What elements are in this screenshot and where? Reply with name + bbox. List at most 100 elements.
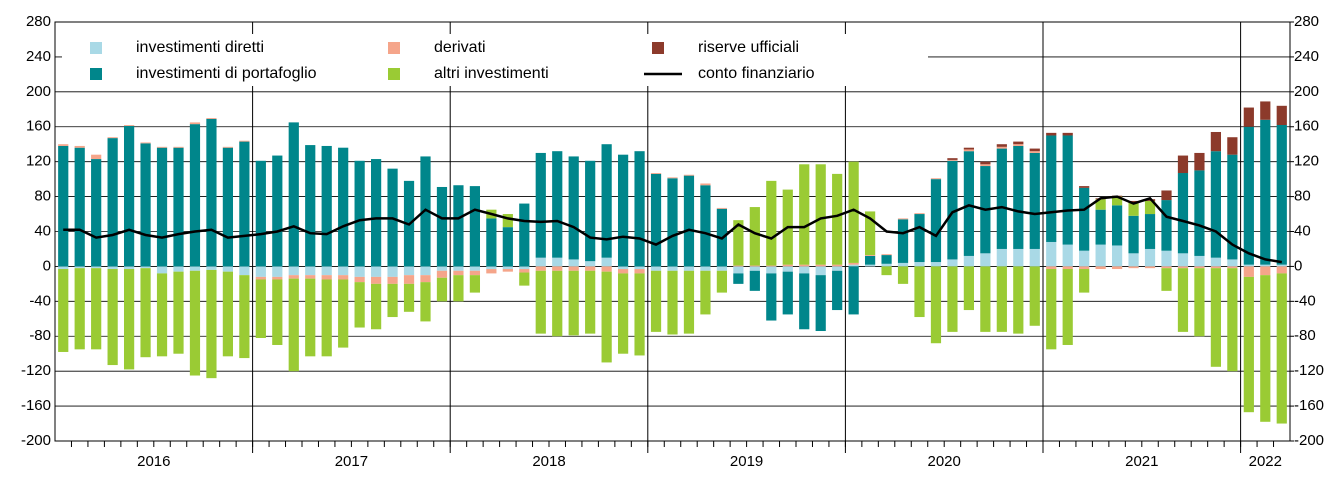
bar-segment (107, 269, 118, 366)
bar-segment (453, 185, 464, 267)
bar-segment (1111, 205, 1123, 246)
bar-segment (1210, 151, 1222, 258)
bar-segment (403, 266, 415, 276)
bar-segment (815, 164, 826, 265)
bar-segment (1260, 266, 1271, 276)
bar-segment (91, 154, 102, 160)
bar-segment (1177, 253, 1189, 267)
y-tick-label: 40 (34, 222, 51, 239)
bar-segment (815, 264, 826, 267)
bar-segment (156, 266, 168, 274)
bar-segment (123, 269, 135, 370)
bar-segment (996, 148, 1007, 249)
bar-segment (864, 211, 876, 256)
y-tick-label: 120 (26, 153, 51, 170)
bar-segment (733, 265, 744, 267)
y2-tick-label: 240 (1294, 48, 1319, 65)
bar-segment (403, 275, 415, 284)
bar-segment (1013, 266, 1024, 334)
bar-segment (947, 266, 958, 332)
bar-segment (749, 265, 760, 267)
y-tick-label: -200 (21, 432, 51, 449)
legend-label: conto finanziario (698, 65, 815, 82)
bar-segment (305, 145, 316, 267)
bar-segment (173, 146, 184, 148)
bar-segment (1260, 119, 1271, 265)
bar-segment (1260, 264, 1271, 267)
bar-segment (585, 270, 596, 334)
bar-segment (255, 279, 266, 338)
bar-segment (338, 275, 349, 280)
y-tick-label: 280 (26, 13, 51, 30)
bar-segment (864, 255, 876, 256)
bar-segment (338, 279, 349, 348)
bar-segment (1177, 155, 1189, 174)
bar-segment (1210, 131, 1222, 152)
bar-segment (782, 271, 793, 315)
legend-background (62, 34, 928, 86)
bar-segment (1079, 266, 1090, 270)
bar-segment (156, 147, 168, 267)
bar-segment (1194, 152, 1205, 171)
bar-segment (519, 203, 530, 267)
bar-segment (634, 266, 645, 270)
bar-segment (1062, 132, 1073, 136)
bar-segment (453, 266, 464, 271)
bar-segment (206, 269, 217, 379)
bar-segment (930, 179, 942, 263)
bar-segment (897, 218, 909, 220)
bar-segment (1079, 269, 1090, 293)
bar-segment (585, 160, 596, 262)
bar-segment (766, 265, 777, 267)
y-tick-label: -80 (29, 327, 51, 344)
x-group-label: 2019 (730, 453, 763, 470)
bar-segment (1095, 199, 1106, 210)
bar-segment (733, 273, 744, 284)
bar-segment (947, 160, 958, 260)
bar-segment (1029, 151, 1040, 153)
bar-segment (1177, 266, 1189, 269)
bar-segment (897, 262, 909, 267)
bar-segment (815, 275, 826, 332)
bar-segment (1062, 269, 1073, 345)
bar-segment (469, 186, 481, 267)
y2-tick-label: 80 (1294, 188, 1311, 205)
y-tick-label: 200 (26, 83, 51, 100)
bar-segment (848, 266, 859, 315)
bar-segment (58, 145, 69, 267)
y2-tick-label: 0 (1294, 257, 1302, 274)
bar-segment (420, 156, 431, 267)
y-tick-label: 240 (26, 48, 51, 65)
plot-frame (54, 21, 1291, 442)
bar-segment (634, 269, 645, 274)
bar-segment (963, 151, 975, 256)
bar-segment (1276, 105, 1287, 126)
bar-segment (799, 266, 810, 274)
bar-segment (354, 282, 365, 328)
bar-segment (1095, 244, 1106, 267)
bar-segment (996, 248, 1007, 267)
bar-segment (897, 219, 909, 263)
bar-segment (1144, 266, 1156, 269)
bar-segment (222, 146, 234, 148)
bar-segment (832, 266, 843, 271)
bar-segment (74, 266, 85, 269)
bar-segment (469, 275, 481, 293)
bar-segment (881, 263, 892, 267)
bar-segment (436, 277, 448, 302)
y2-tick-label: 40 (1294, 222, 1311, 239)
legend-label: derivati (434, 39, 486, 56)
bar-segment (914, 214, 925, 263)
y2-tick-label: -120 (1294, 362, 1324, 379)
bar-segment (420, 282, 431, 322)
bar-segment (321, 266, 332, 276)
bar-segment (980, 266, 991, 332)
bar-segment (1128, 215, 1139, 254)
bar-segment (1194, 170, 1205, 256)
bar-segment (1194, 266, 1205, 269)
bar-segment (1095, 209, 1106, 245)
bar-segment (799, 273, 810, 330)
bar-segment (1013, 141, 1024, 145)
y2-tick-label: 160 (1294, 118, 1319, 135)
bar-segment (1276, 273, 1287, 424)
